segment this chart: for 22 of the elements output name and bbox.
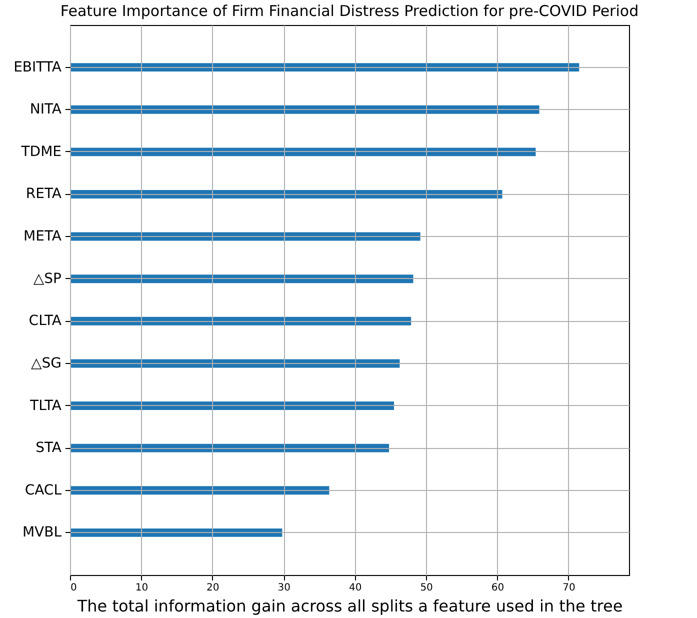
x-tick-label: 20 <box>206 582 220 594</box>
y-tick-label: NITA <box>30 102 62 118</box>
x-tick-label: 10 <box>135 582 148 594</box>
x-axis-title: The total information gain across all splits a feature used in the tree <box>76 596 623 616</box>
x-tick-label: 0 <box>70 582 77 594</box>
x-tick-label: 30 <box>278 582 290 594</box>
y-tick-label: TDME <box>20 144 62 160</box>
y-tick-label: CACL <box>24 482 62 498</box>
y-tick-label: EBITTA <box>14 59 62 76</box>
y-tick-label: △SP <box>33 270 62 287</box>
y-tick-label: TLTA <box>29 398 62 414</box>
y-tick-label: STA <box>36 440 62 456</box>
y-tick-label: MVBL <box>22 524 62 541</box>
y-tick-label: META <box>24 228 62 245</box>
x-tick-label: 70 <box>562 582 576 594</box>
y-tick-label: △SG <box>30 355 62 372</box>
x-tick-label: 60 <box>491 582 504 594</box>
x-tick-label: 50 <box>420 582 433 594</box>
chart-title: Feature Importance of Firm Financial Distress Prediction for pre-COVID Period <box>60 2 639 20</box>
y-tick-label: CLTA <box>28 313 62 330</box>
x-tick-label: 40 <box>348 582 362 594</box>
y-tick-label: RETA <box>26 186 62 202</box>
